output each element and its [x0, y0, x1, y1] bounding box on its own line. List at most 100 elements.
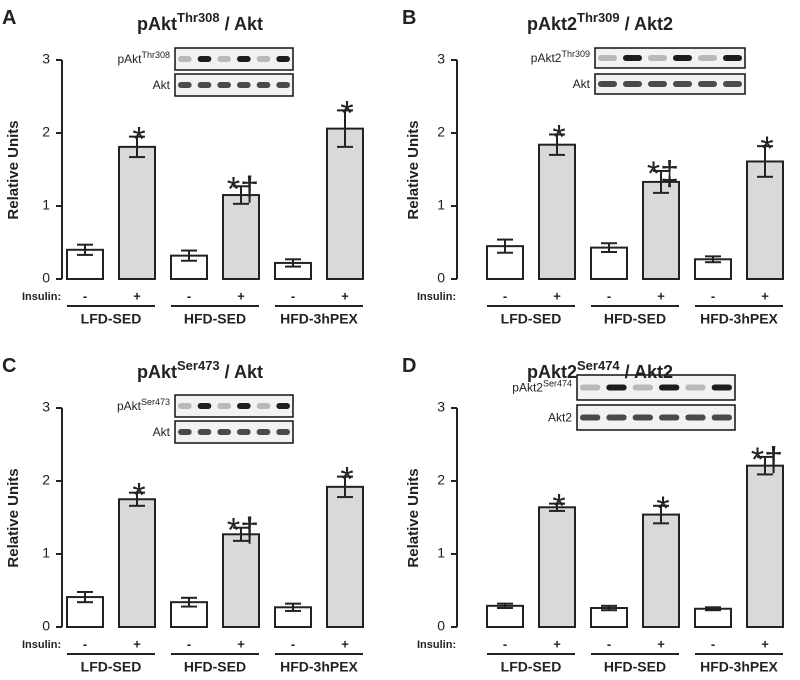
- y-tick-label: 2: [42, 124, 50, 140]
- blot-band: [698, 55, 717, 61]
- blot-band: [217, 82, 231, 88]
- bar: [222, 533, 260, 628]
- x-tick-label: -: [503, 288, 507, 303]
- bar: [118, 498, 156, 628]
- blot-band: [256, 56, 271, 62]
- group-label: HFD-3hPEX: [280, 311, 358, 327]
- blot-label: Akt: [573, 77, 591, 91]
- y-tick-label: 1: [42, 545, 50, 561]
- x-tick-label: -: [503, 636, 507, 651]
- y-tick-label: 0: [437, 270, 445, 286]
- blot-frame: [594, 73, 746, 95]
- y-axis-label: Relative Units: [5, 468, 22, 567]
- title-rest: / Akt: [225, 362, 263, 382]
- blot-band: [598, 81, 617, 87]
- bar: [326, 127, 364, 280]
- significance-label: *†: [227, 512, 259, 550]
- x-tick-label: -: [187, 636, 191, 651]
- blot-band: [723, 55, 742, 61]
- bar: [326, 485, 364, 628]
- blot-band: [632, 384, 653, 391]
- group-label: LFD-SED: [501, 311, 562, 327]
- panel: 0 1 2 3 Relative Units - * + - *† + - * + Insulin: LFD-…: [2, 7, 364, 327]
- y-tick-label: 0: [42, 618, 50, 634]
- title-sup: Ser473: [177, 358, 220, 373]
- blot-band: [197, 403, 212, 409]
- title-main: pAkt: [137, 362, 177, 382]
- blot-label-sup: Ser474: [543, 379, 572, 389]
- blot-label: Akt: [153, 425, 171, 439]
- title-sup: Thr308: [177, 10, 220, 25]
- blot-label-main: Akt: [573, 77, 591, 91]
- blot-band: [685, 384, 706, 391]
- blot-frame: [174, 420, 294, 444]
- blot-band: [178, 429, 192, 435]
- panel-letter: A: [2, 7, 16, 29]
- blot-band: [698, 81, 717, 87]
- blot-label: pAktSer473: [117, 397, 170, 413]
- x-row-label: Insulin:: [22, 639, 61, 651]
- blot-band: [256, 429, 271, 435]
- significance-label: *: [760, 130, 773, 168]
- x-tick-label: -: [291, 288, 295, 303]
- x-tick-label: +: [657, 288, 665, 303]
- y-tick-label: 3: [42, 51, 50, 67]
- bar: [746, 160, 784, 280]
- x-tick-label: -: [83, 636, 87, 651]
- blot-band: [276, 403, 290, 409]
- blot-band: [237, 403, 251, 409]
- chart-title: pAkt2Ser474 / Akt2: [527, 358, 673, 382]
- significance-label: *: [340, 461, 353, 499]
- significance-label: *†: [751, 441, 783, 479]
- x-tick-label: +: [341, 636, 349, 651]
- blot-band: [606, 384, 627, 391]
- y-tick-label: 1: [437, 197, 445, 213]
- blot-label-main: pAkt2: [512, 381, 543, 395]
- group-label: LFD-SED: [81, 659, 142, 675]
- bar: [538, 506, 576, 628]
- blot-band: [648, 81, 667, 87]
- x-tick-label: +: [133, 288, 141, 303]
- title-main: pAkt: [137, 14, 177, 34]
- y-tick-label: 2: [42, 472, 50, 488]
- blot-label-main: Akt: [153, 425, 171, 439]
- blot-band: [197, 82, 212, 88]
- blot-frame: [576, 404, 736, 431]
- blot-band: [598, 55, 617, 61]
- blot-band: [237, 56, 251, 62]
- blot-label-main: pAkt2: [531, 51, 562, 65]
- blot-band: [217, 403, 231, 409]
- x-tick-label: +: [133, 636, 141, 651]
- blot-label-main: pAkt: [117, 52, 142, 66]
- blot-band: [237, 82, 251, 88]
- blot-band: [632, 414, 653, 421]
- x-tick-label: +: [553, 288, 561, 303]
- blot-label-sup: Ser473: [141, 397, 170, 407]
- y-tick-label: 1: [42, 197, 50, 213]
- chart-title: pAktThr308 / Akt: [137, 10, 263, 34]
- title-main: pAkt2: [527, 14, 577, 34]
- blot-band: [237, 429, 251, 435]
- significance-label: *: [656, 490, 669, 528]
- blot-band: [659, 414, 680, 421]
- x-tick-label: +: [761, 636, 769, 651]
- x-tick-label: +: [553, 636, 561, 651]
- x-tick-label: -: [291, 636, 295, 651]
- x-row-label: Insulin:: [22, 291, 61, 303]
- blot-label-main: pAkt: [117, 399, 142, 413]
- x-tick-label: -: [187, 288, 191, 303]
- blot-label-sup: Thr308: [141, 50, 170, 60]
- blot-label: Akt: [153, 78, 171, 92]
- panel-letter: B: [402, 7, 416, 29]
- y-tick-label: 3: [437, 399, 445, 415]
- blot-band: [276, 82, 290, 88]
- blot-band: [580, 384, 601, 391]
- blot-band: [623, 55, 642, 61]
- blot-band: [580, 414, 601, 421]
- x-tick-label: +: [761, 288, 769, 303]
- blot-band: [673, 81, 692, 87]
- blot-band: [723, 81, 742, 87]
- bar: [694, 607, 732, 628]
- blot-label: Akt2: [548, 411, 572, 425]
